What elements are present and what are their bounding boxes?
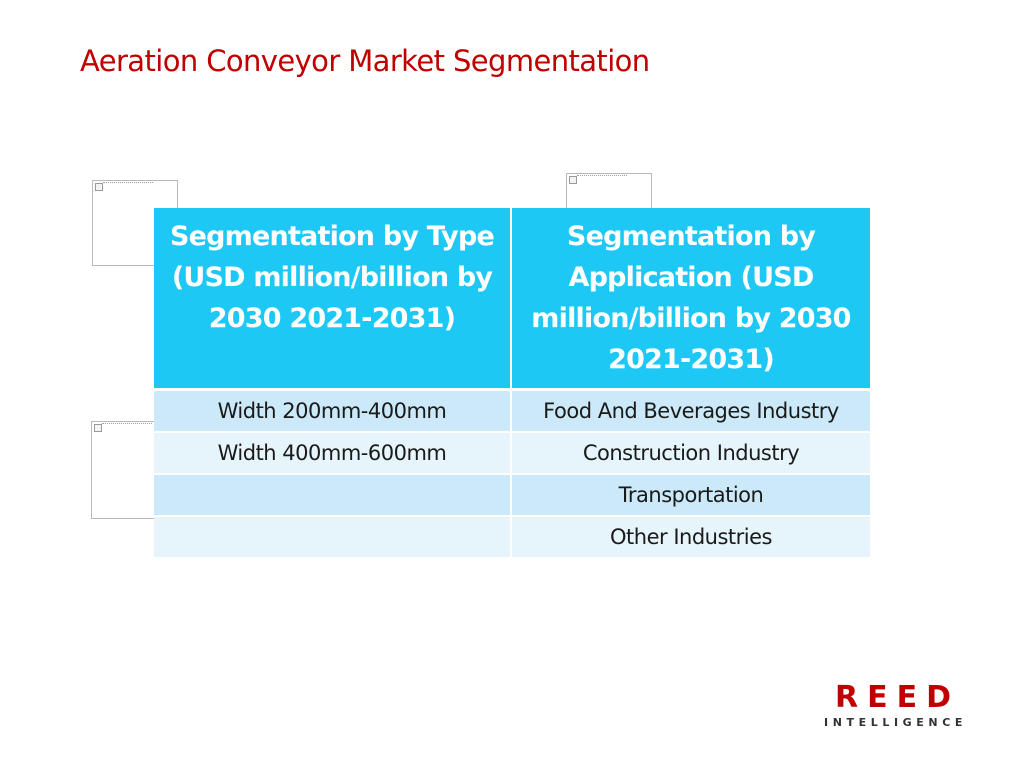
table-row: Transportation <box>154 474 870 517</box>
broken-image-placeholder <box>566 173 652 209</box>
header-segmentation-by-type: Segmentation by Type (USD million/billio… <box>154 208 512 391</box>
table-row: Other Industries <box>154 516 870 559</box>
broken-image-icon <box>94 424 102 432</box>
table-row: Width 200mm-400mm Food And Beverages Ind… <box>154 389 870 433</box>
type-cell <box>154 516 512 559</box>
logo-wordmark: REED <box>835 680 960 715</box>
type-cell: Width 400mm-600mm <box>154 432 512 475</box>
broken-image-icon <box>569 176 577 184</box>
application-cell: Other Industries <box>511 516 870 559</box>
segmentation-table: Segmentation by Type (USD million/billio… <box>154 208 870 559</box>
table-header-row: Segmentation by Type (USD million/billio… <box>154 208 870 391</box>
type-cell: Width 200mm-400mm <box>154 389 512 433</box>
type-cell <box>154 474 512 517</box>
application-cell: Transportation <box>511 474 870 517</box>
slide-title: Aeration Conveyor Market Segmentation <box>80 44 650 78</box>
table-row: Width 400mm-600mm Construction Industry <box>154 432 870 475</box>
application-cell: Construction Industry <box>511 432 870 475</box>
application-cell: Food And Beverages Industry <box>511 389 870 433</box>
logo-tagline: INTELLIGENCE <box>824 716 967 729</box>
broken-image-icon <box>95 183 103 191</box>
reed-intelligence-logo: REED INTELLIGENCE <box>818 683 968 730</box>
header-segmentation-by-application: Segmentation by Application (USD million… <box>511 208 870 391</box>
